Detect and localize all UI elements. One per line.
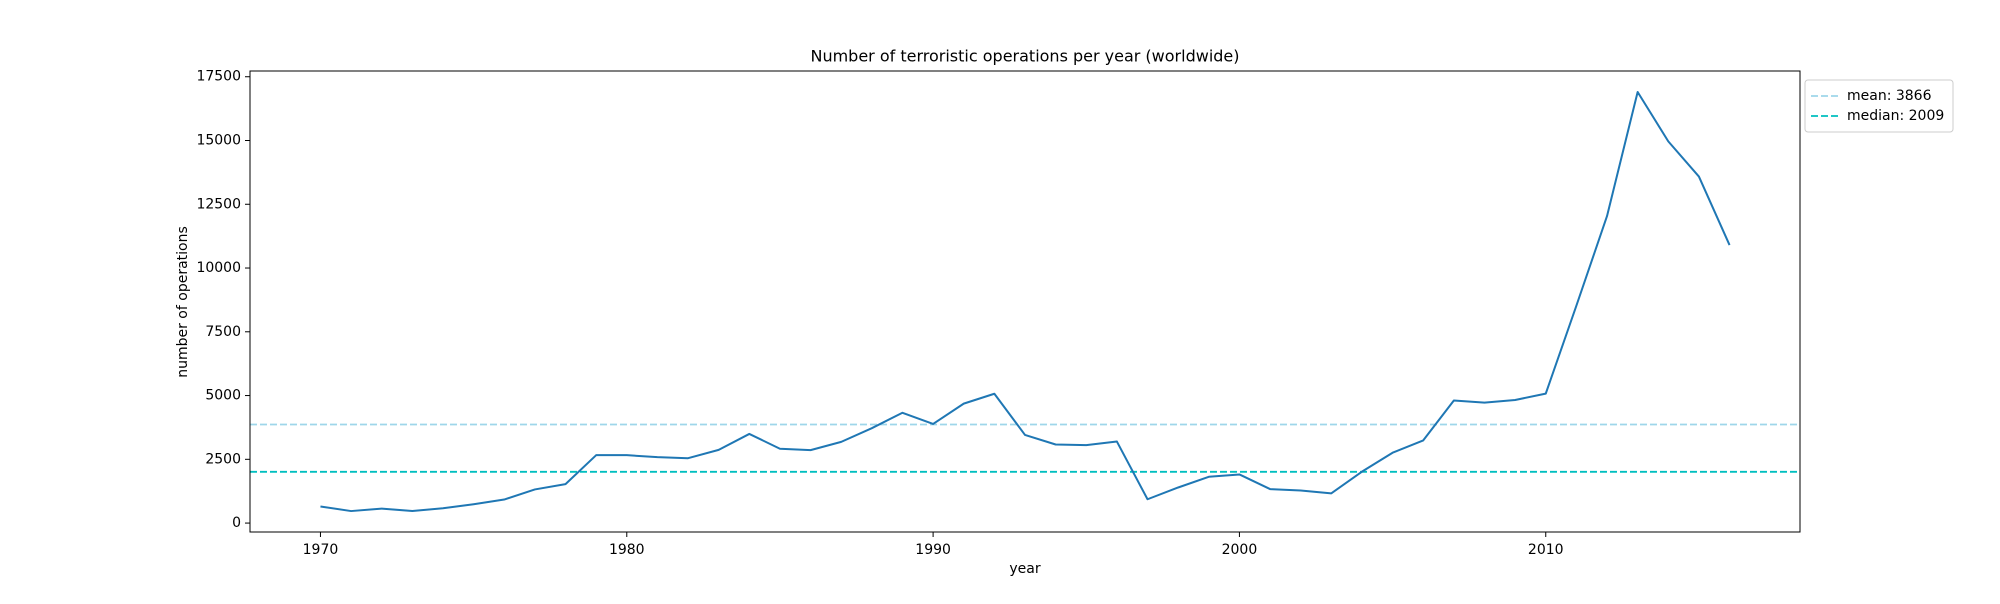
y-axis-label: number of operations <box>175 226 191 378</box>
x-tick-label: 1990 <box>915 542 951 558</box>
legend-label: median: 2009 <box>1847 108 1944 124</box>
data-line <box>320 90 1731 513</box>
x-tick-label: 1980 <box>609 542 645 558</box>
x-tick-label: 2010 <box>1528 542 1564 558</box>
chart-title: Number of terroristic operations per yea… <box>810 47 1239 66</box>
y-tick-label: 0 <box>232 515 241 531</box>
y-tick-label: 7500 <box>205 324 241 340</box>
y-tick-label: 17500 <box>196 69 241 85</box>
plot-frame <box>249 70 1801 533</box>
x-tick-label: 2000 <box>1222 542 1258 558</box>
legend-box <box>1804 79 1954 133</box>
y-tick-label: 2500 <box>205 451 241 467</box>
legend-label: mean: 3866 <box>1847 88 1932 104</box>
y-tick-label: 12500 <box>196 196 241 212</box>
x-tick-label: 1970 <box>303 542 339 558</box>
x-axis-label: year <box>1009 561 1040 577</box>
y-tick-label: 5000 <box>205 388 241 404</box>
y-tick-label: 15000 <box>196 133 241 149</box>
y-tick-label: 10000 <box>196 260 241 276</box>
